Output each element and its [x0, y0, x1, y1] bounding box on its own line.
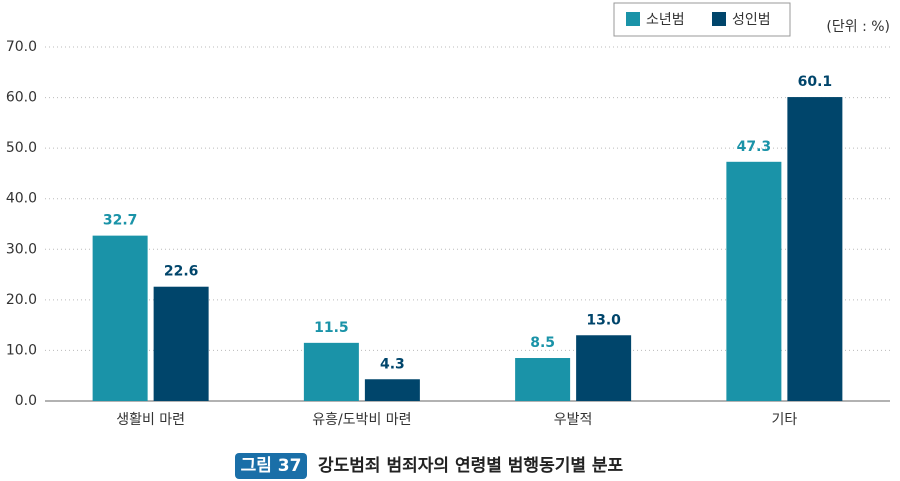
x-tick-label: 기타: [771, 412, 797, 428]
y-tick-label: 20.0: [6, 292, 37, 308]
bar: [92, 235, 148, 401]
x-tick-label: 유흥/도박비 마련: [312, 412, 411, 428]
bar: [576, 335, 632, 401]
value-label: 4.3: [380, 356, 405, 372]
unit-note: (단위 : %): [826, 19, 890, 35]
legend-label: 성인범: [732, 12, 771, 28]
bar: [515, 358, 571, 401]
y-tick-label: 30.0: [6, 241, 37, 257]
value-label: 11.5: [314, 320, 349, 336]
caption-badge: [235, 453, 307, 479]
value-label: 47.3: [737, 139, 772, 155]
y-tick-label: 50.0: [6, 140, 37, 156]
value-label: 8.5: [530, 335, 555, 351]
bar: [364, 379, 420, 401]
x-tick-label: 생활비 마련: [116, 412, 185, 428]
value-label: 13.0: [586, 312, 621, 328]
legend-swatch: [626, 12, 640, 26]
legend-swatch: [712, 12, 726, 26]
bar: [787, 97, 843, 402]
bar: [153, 286, 209, 401]
value-label: 60.1: [798, 74, 833, 90]
legend-label: 소년범: [646, 12, 685, 28]
x-tick-label: 우발적: [554, 412, 593, 428]
bar: [726, 161, 782, 401]
y-tick-label: 40.0: [6, 191, 37, 207]
y-tick-label: 60.0: [6, 90, 37, 106]
caption-label: 그림 37: [241, 456, 302, 476]
y-tick-label: 10.0: [6, 342, 37, 358]
caption: 강도범죄 범죄자의 연령별 범행동기별 분포: [318, 455, 624, 476]
legend-box: [613, 2, 791, 37]
y-tick-label: 70.0: [6, 39, 37, 55]
value-label: 32.7: [103, 213, 138, 229]
value-label: 22.6: [164, 264, 199, 280]
y-tick-label: 0.0: [15, 393, 37, 409]
bar: [303, 342, 359, 401]
